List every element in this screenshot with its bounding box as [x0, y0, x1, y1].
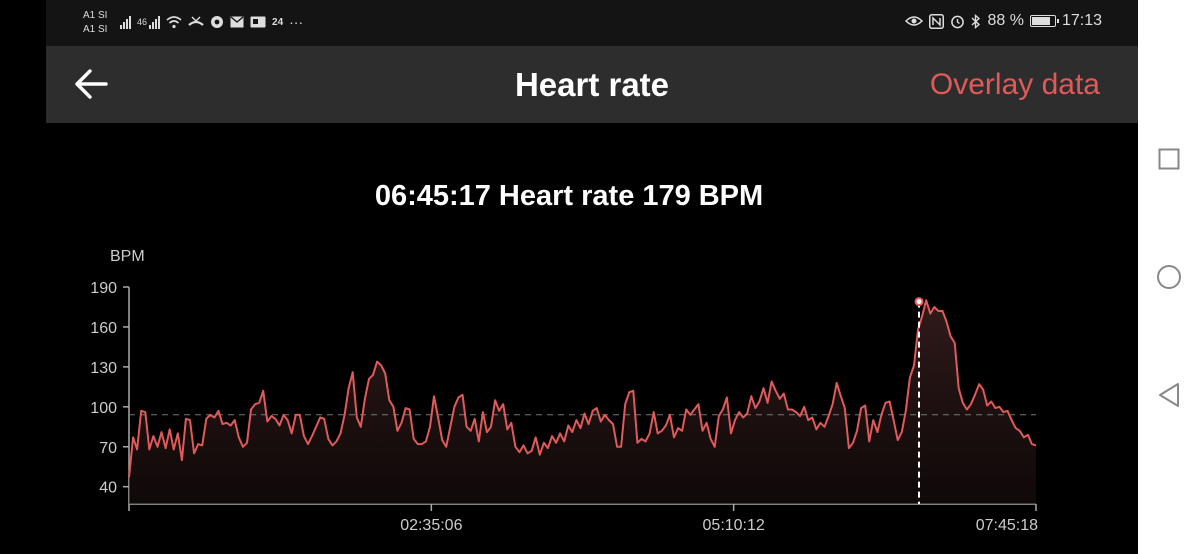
status-icons-left: 46 24 ···: [120, 14, 303, 30]
selected-value: 179: [642, 180, 691, 212]
network-type-label: 46: [137, 17, 148, 27]
screen: A1 SI A1 SI 46 24 ··· 88 % 17:13: [0, 0, 1138, 554]
y-tick-label: 190: [90, 280, 117, 297]
message-icon: [250, 16, 266, 28]
heart-rate-line: [128, 299, 1037, 478]
y-axis: 190 160 130 100 70 40: [90, 280, 130, 504]
missed-call-icon: [188, 16, 204, 26]
y-tick-label: 40: [99, 480, 117, 497]
page-title: Heart rate: [514, 66, 670, 103]
heart-rate-chart[interactable]: BPM 190 160 130 100 70 40 02:35:06 05:10:12 07:…: [0, 230, 1138, 554]
signal-icon-2: [149, 15, 161, 29]
battery-icon: [1029, 15, 1059, 27]
mail-icon: [230, 16, 244, 28]
y-tick-label: 70: [99, 440, 117, 457]
heart-rate-area: [129, 300, 1036, 504]
status-time: 17:13: [1061, 12, 1102, 29]
chrome-icon: [211, 16, 224, 28]
arrow-left-icon: [75, 69, 108, 99]
selected-point-marker: [914, 297, 924, 307]
y-axis-label: BPM: [110, 248, 145, 265]
circle-icon[interactable]: [1156, 264, 1182, 290]
status-bar: A1 SI A1 SI 46 24 ··· 88 % 17:13: [46, 0, 1138, 46]
date-badge: 24: [272, 16, 284, 28]
app-bar: Heart rate Overlay data: [46, 46, 1138, 123]
y-tick-label: 100: [90, 400, 117, 417]
selected-time: 06:45:17: [374, 180, 491, 212]
selected-label: Heart rate: [498, 180, 635, 212]
signal-icon: [120, 15, 131, 29]
bluetooth-icon: [972, 13, 981, 29]
square-icon[interactable]: [1158, 148, 1180, 170]
alarm-icon: [951, 15, 965, 28]
x-tick-label: 07:45:18: [976, 517, 1038, 534]
y-tick-label: 130: [90, 360, 117, 377]
x-tick-label: 02:35:06: [400, 517, 462, 534]
selected-unit: BPM: [698, 180, 764, 212]
nfc-icon: [929, 13, 945, 29]
carrier-1: A1 SI: [83, 10, 108, 21]
selected-point-readout: 06:45:17 Heart rate 179 BPM: [0, 180, 1138, 213]
battery-percent: 88 %: [987, 12, 1024, 29]
overlay-data-button[interactable]: Overlay data: [929, 68, 1100, 101]
wifi-icon: [166, 16, 182, 29]
x-tick-label: 05:10:12: [703, 517, 765, 534]
android-navigation-bar: [1138, 0, 1200, 554]
eye-icon: [905, 16, 924, 26]
carrier-2: A1 SI: [83, 24, 108, 35]
y-tick-label: 160: [90, 320, 117, 337]
triangle-back-icon[interactable]: [1157, 382, 1181, 408]
carrier-labels: A1 SI A1 SI: [83, 9, 107, 37]
x-axis: 02:35:06 05:10:12 07:45:18: [128, 503, 1038, 534]
status-icons-right: 88 % 17:13: [905, 12, 1102, 30]
more-notifications-icon: ···: [289, 14, 304, 30]
back-button[interactable]: [72, 66, 112, 102]
